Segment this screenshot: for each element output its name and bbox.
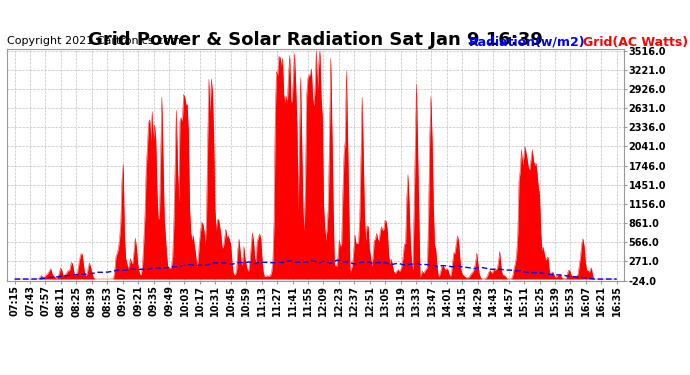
Title: Grid Power & Solar Radiation Sat Jan 9 16:39: Grid Power & Solar Radiation Sat Jan 9 1… (88, 31, 543, 49)
Text: Copyright 2021 Cartronics.com: Copyright 2021 Cartronics.com (7, 36, 181, 46)
Text: Grid(AC Watts): Grid(AC Watts) (583, 36, 688, 49)
Text: Radiation(w/m2): Radiation(w/m2) (469, 36, 586, 49)
